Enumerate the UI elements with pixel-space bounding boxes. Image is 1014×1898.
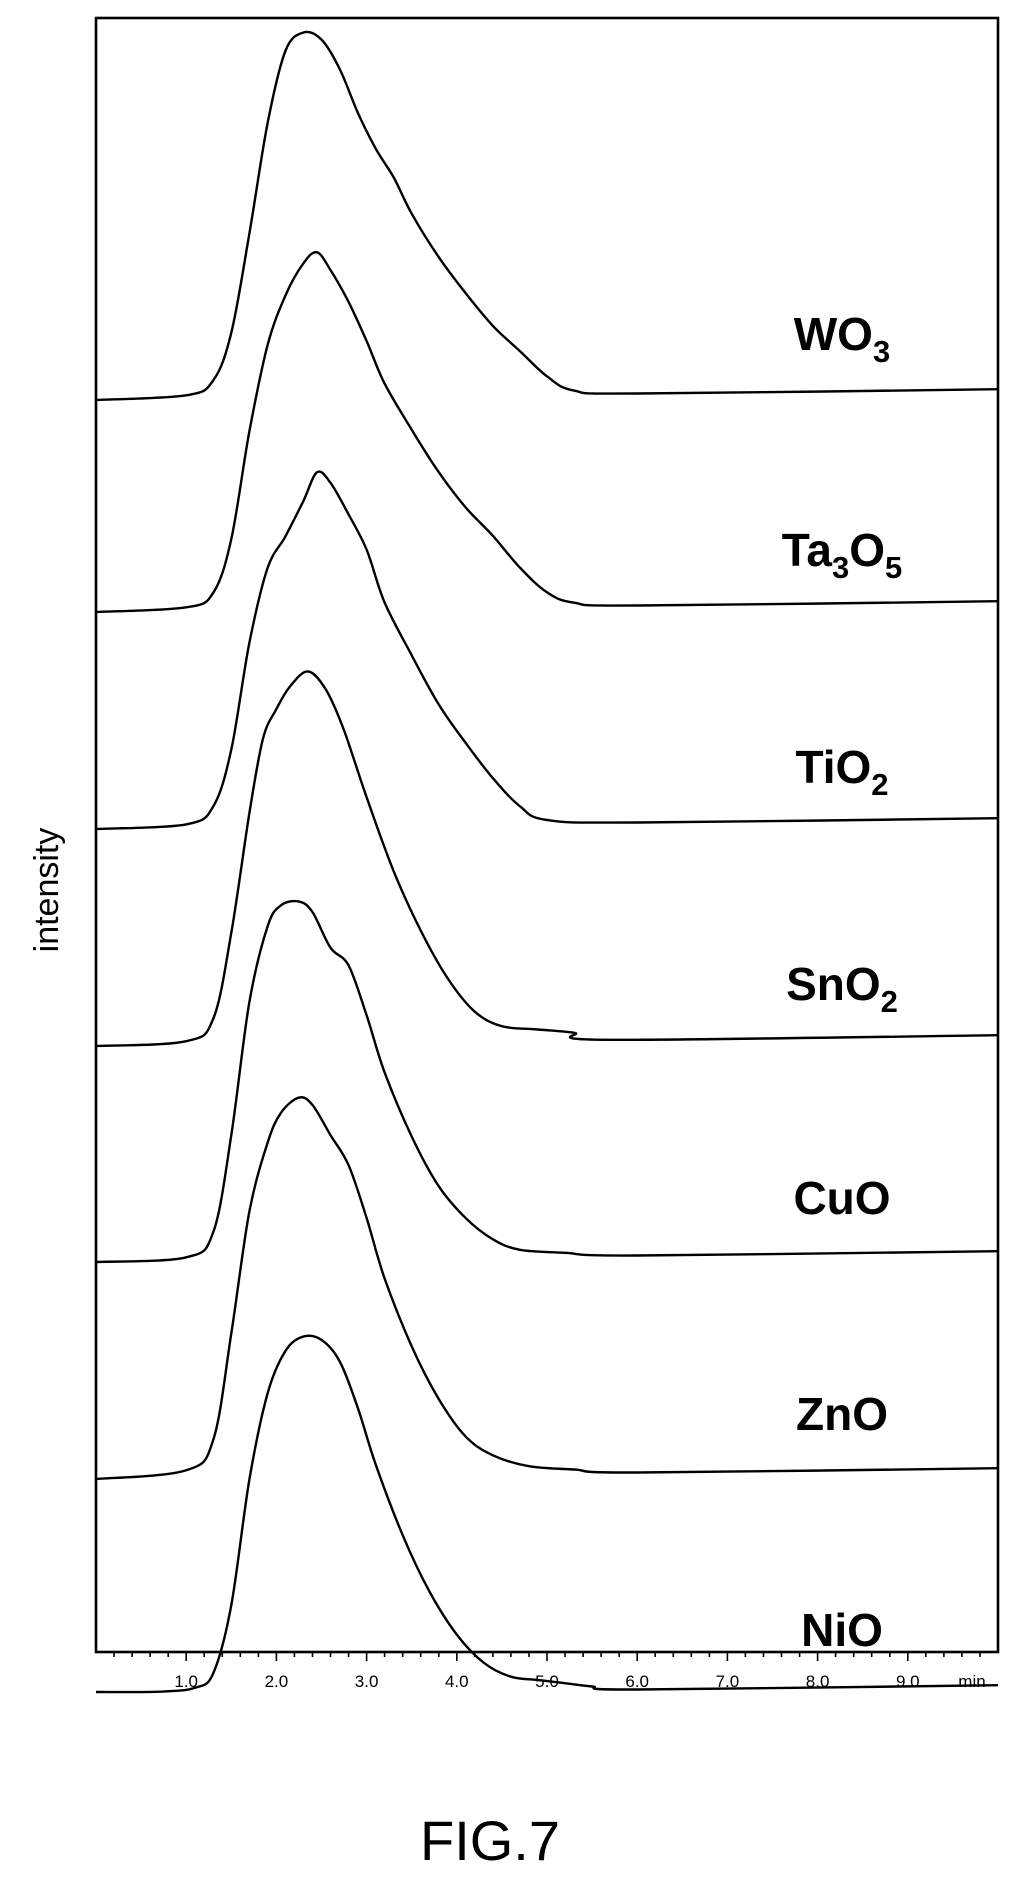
series-label-1: Ta3O5 (782, 524, 903, 585)
series-label-0: WO3 (794, 308, 890, 369)
series-label-6: NiO (801, 1604, 883, 1656)
series-line-2 (95, 470, 999, 831)
x-tick-label: 8.0 (806, 1672, 830, 1691)
x-axis-unit: min (958, 1672, 985, 1691)
series-line-5 (95, 1096, 999, 1481)
traces-group (95, 30, 999, 1694)
series-line-3 (95, 670, 999, 1048)
x-tick-label: 1.0 (174, 1672, 198, 1691)
series-line-0 (95, 30, 999, 402)
y-axis-label: intensity (28, 828, 66, 953)
x-tick-label: 9.0 (896, 1672, 920, 1691)
series-label-4: CuO (793, 1172, 890, 1224)
series-label-3: SnO2 (786, 958, 898, 1019)
plot-frame (94, 16, 1000, 1654)
series-labels: WO3 Ta3O5 TiO2 SnO2 CuO ZnO NiO (782, 308, 903, 1656)
series-line-6 (95, 1334, 999, 1694)
series-label-5: ZnO (796, 1388, 888, 1440)
x-tick-label: 4.0 (445, 1672, 469, 1691)
x-tick-label: 6.0 (625, 1672, 649, 1691)
x-tick-label: 7.0 (716, 1672, 740, 1691)
series-line-4 (95, 899, 999, 1264)
x-axis-ticks: 1.0 2.0 3.0 4.0 5.0 6.0 7.0 8.0 9.0 (113, 1652, 981, 1691)
series-line-1 (95, 250, 999, 614)
x-tick-label: 2.0 (265, 1672, 289, 1691)
series-label-2: TiO2 (795, 741, 888, 802)
x-tick-label: 3.0 (355, 1672, 379, 1691)
figure-caption: FIG.7 (420, 1809, 560, 1872)
x-tick-label: 5.0 (535, 1672, 559, 1691)
